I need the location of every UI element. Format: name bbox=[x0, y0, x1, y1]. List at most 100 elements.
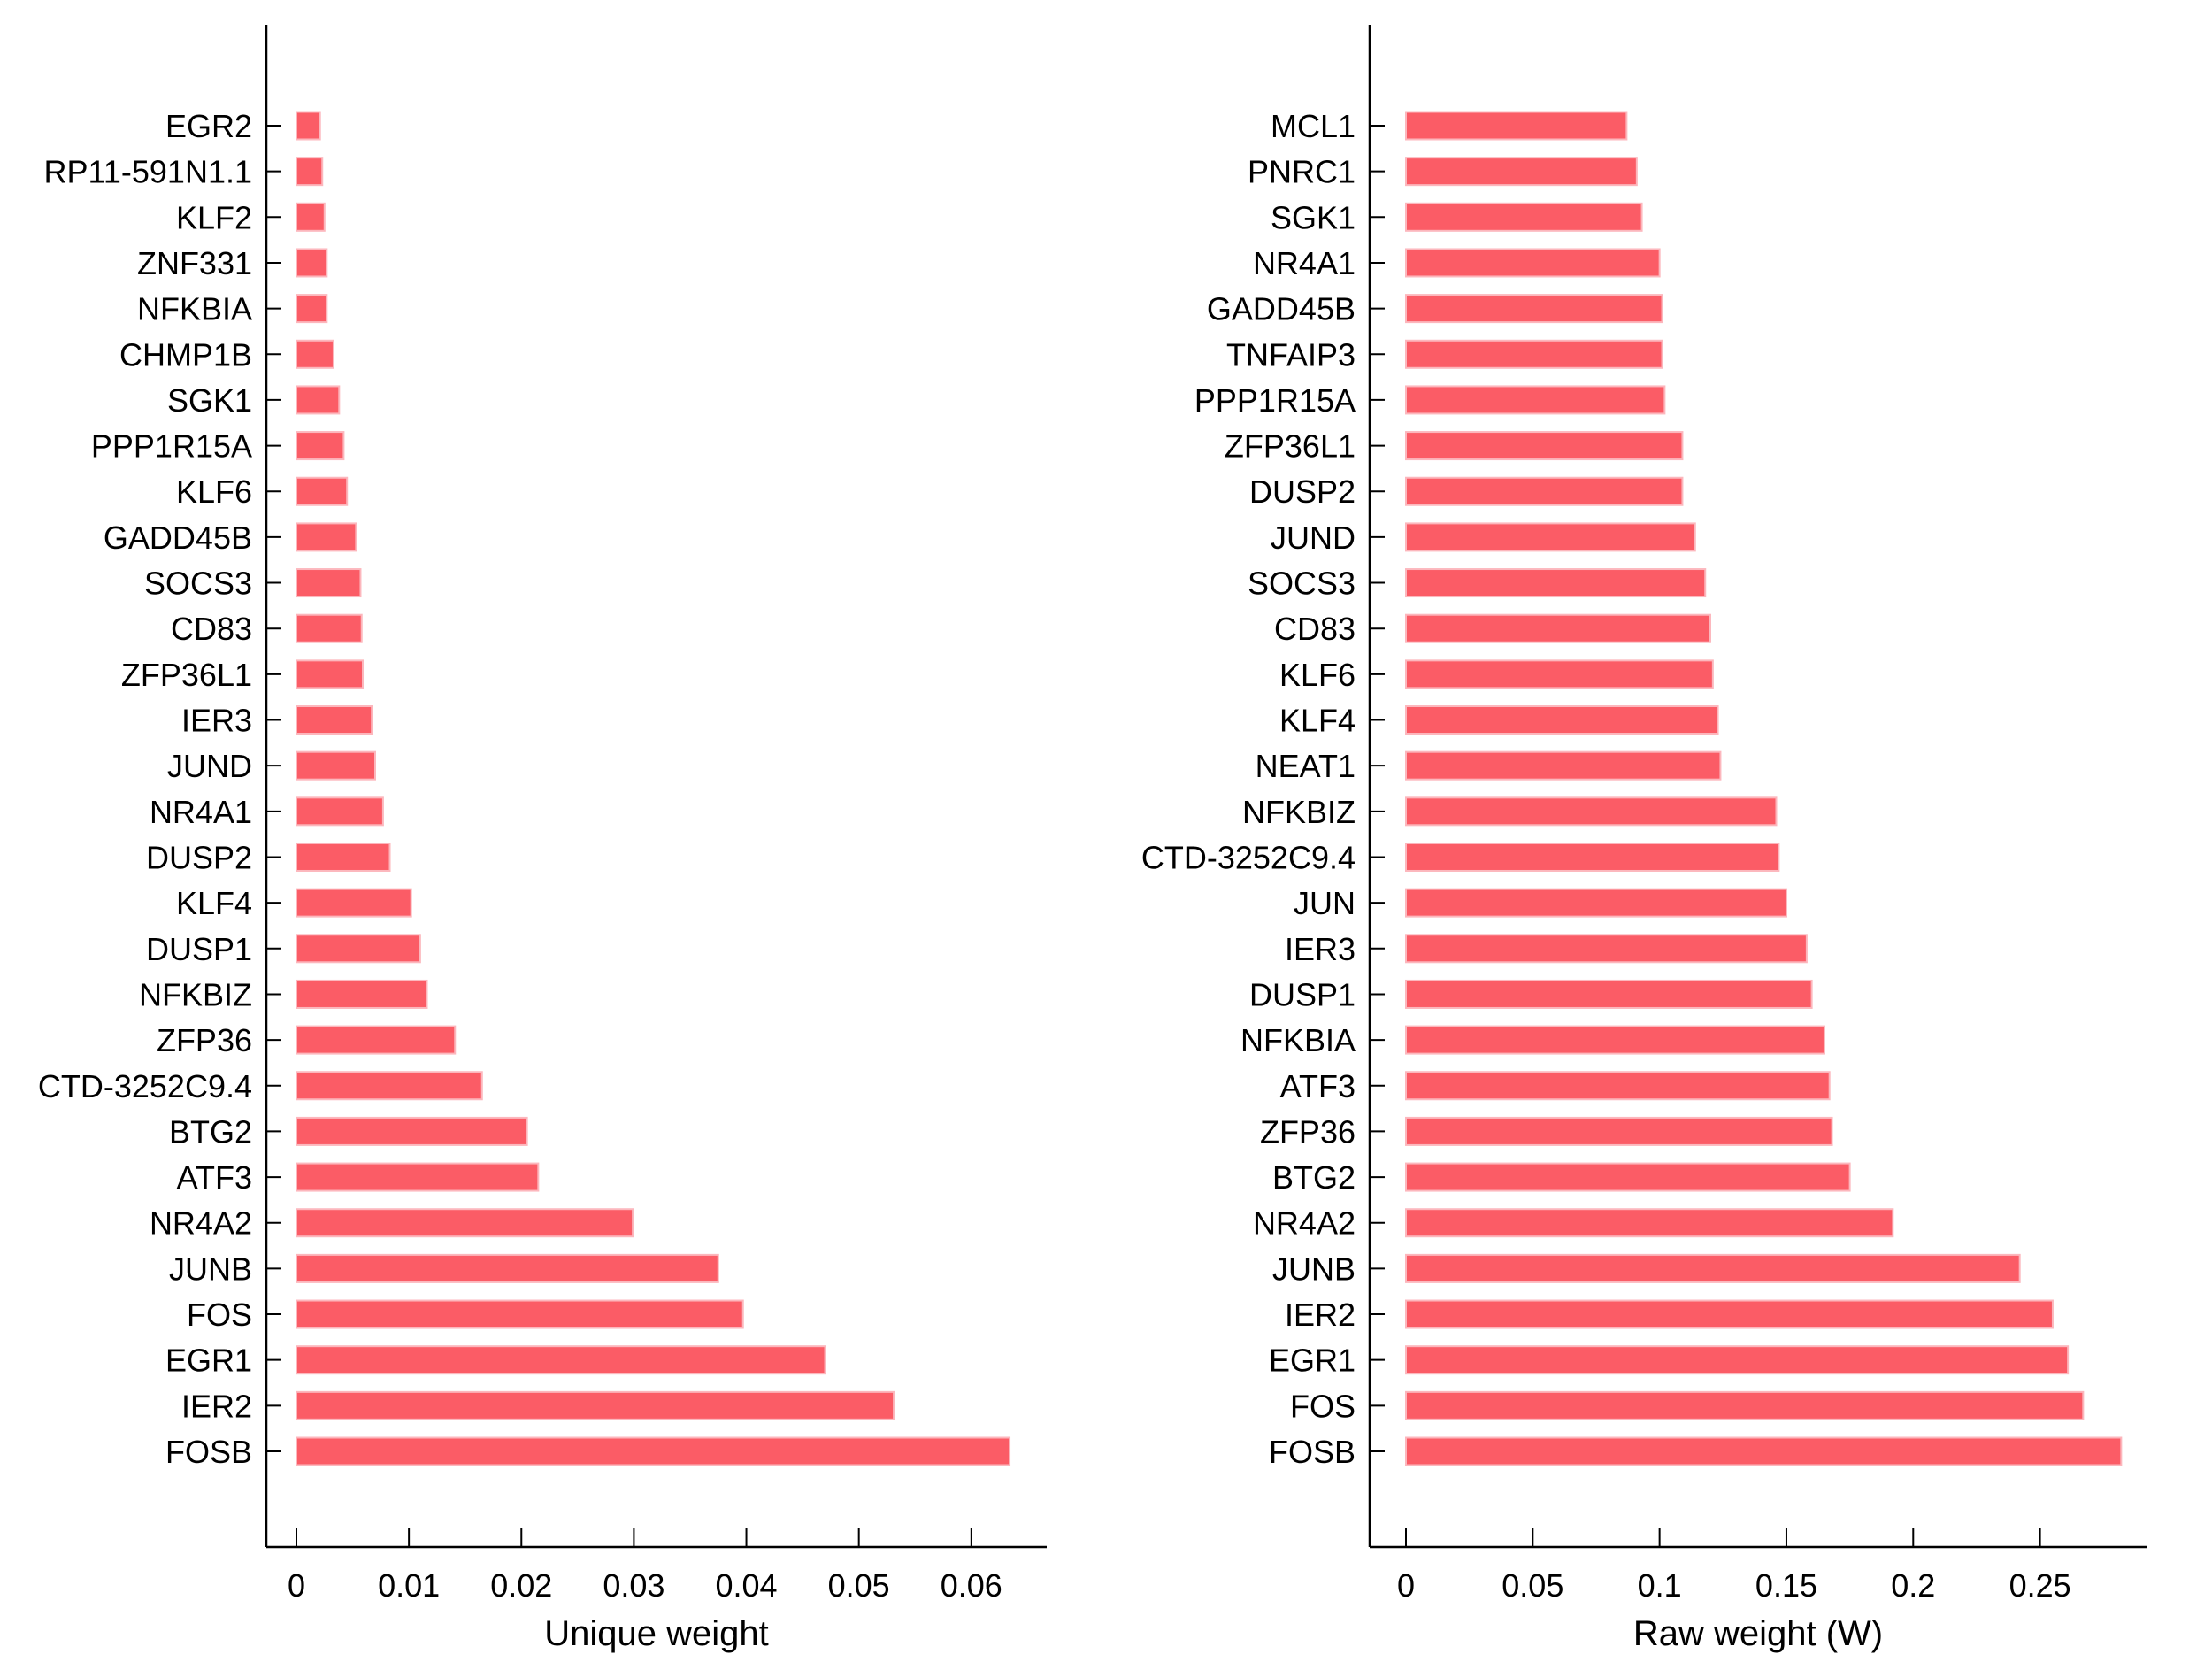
left-y-tick-label-DUSP2: DUSP2 bbox=[146, 839, 252, 875]
left-y-tick-label-ATF3: ATF3 bbox=[177, 1159, 252, 1196]
right-bar-NR4A2 bbox=[1405, 1208, 1894, 1238]
left-y-tick-label-DUSP1: DUSP1 bbox=[146, 931, 252, 967]
left-y-tick-label-NFKBIZ: NFKBIZ bbox=[139, 976, 252, 1012]
right-y-tick-label-CD83: CD83 bbox=[1274, 611, 1356, 647]
right-x-tick-label: 0 bbox=[1397, 1567, 1415, 1604]
right-bar-NFKBIZ bbox=[1405, 796, 1778, 827]
left-bar-ATF3 bbox=[296, 1162, 540, 1192]
left-y-tick-label-KLF4: KLF4 bbox=[176, 885, 252, 921]
left-bar-PPP1R15A bbox=[296, 431, 345, 461]
left-bar-KLF6 bbox=[296, 476, 349, 506]
left-y-tick-label-FOSB: FOSB bbox=[165, 1434, 252, 1470]
left-bar-FOS bbox=[296, 1299, 744, 1329]
right-bar-BTG2 bbox=[1405, 1162, 1851, 1192]
left-bar-DUSP2 bbox=[296, 842, 391, 872]
left-y-tick-label-JUND: JUND bbox=[167, 748, 252, 784]
right-y-tick-label-KLF6: KLF6 bbox=[1279, 657, 1356, 693]
right-bar-PPP1R15A bbox=[1405, 385, 1666, 415]
right-bar-SGK1 bbox=[1405, 202, 1643, 232]
right-x-tick-label: 0.05 bbox=[1502, 1567, 1563, 1604]
right-y-tick-label-ZFP36: ZFP36 bbox=[1260, 1113, 1356, 1150]
right-bar-CTD-3252C9.4 bbox=[1405, 842, 1780, 872]
left-y-tick-label-NR4A2: NR4A2 bbox=[150, 1205, 252, 1242]
right-y-tick-label-NFKBIZ: NFKBIZ bbox=[1242, 794, 1356, 830]
left-y-tick-label-SGK1: SGK1 bbox=[167, 382, 252, 419]
left-x-tick-label: 0.02 bbox=[490, 1567, 552, 1604]
left-y-tick-label-JUNB: JUNB bbox=[169, 1250, 252, 1287]
right-y-tick-label-FOS: FOS bbox=[1290, 1388, 1356, 1424]
right-y-tick-label-NEAT1: NEAT1 bbox=[1256, 748, 1356, 784]
right-bar-SOCS3 bbox=[1405, 568, 1707, 598]
left-y-tick-label-SOCS3: SOCS3 bbox=[144, 566, 252, 602]
right-bar-JUN bbox=[1405, 888, 1787, 918]
right-y-tick-label-ATF3: ATF3 bbox=[1280, 1068, 1356, 1104]
left-x-tick-label: 0.06 bbox=[941, 1567, 1002, 1604]
left-y-tick-label-CTD-3252C9.4: CTD-3252C9.4 bbox=[38, 1068, 252, 1104]
left-bar-NFKBIZ bbox=[296, 979, 428, 1009]
right-y-tick-label-IER2: IER2 bbox=[1285, 1297, 1356, 1333]
right-y-tick-label-IER3: IER3 bbox=[1285, 931, 1356, 967]
right-y-tick-label-JUN: JUN bbox=[1294, 885, 1356, 921]
right-y-tick-label-NFKBIA: NFKBIA bbox=[1240, 1022, 1356, 1058]
left-x-tick-label: 0.05 bbox=[828, 1567, 890, 1604]
right-x-tick-label: 0.25 bbox=[2009, 1567, 2071, 1604]
left-bar-JUNB bbox=[296, 1253, 719, 1283]
right-bar-DUSP2 bbox=[1405, 476, 1684, 506]
left-bar-IER2 bbox=[296, 1390, 895, 1420]
right-y-tick-label-SOCS3: SOCS3 bbox=[1248, 566, 1356, 602]
left-x-tick-label: 0 bbox=[288, 1567, 305, 1604]
right-bar-FOSB bbox=[1405, 1436, 2123, 1466]
left-bar-KLF2 bbox=[296, 202, 326, 232]
right-bar-IER3 bbox=[1405, 934, 1808, 964]
left-y-tick-label-NR4A1: NR4A1 bbox=[150, 794, 252, 830]
right-y-tick-label-KLF4: KLF4 bbox=[1279, 703, 1356, 739]
right-bar-NFKBIA bbox=[1405, 1025, 1825, 1055]
right-bar-KLF4 bbox=[1405, 705, 1719, 735]
right-y-tick-label-DUSP1: DUSP1 bbox=[1249, 976, 1356, 1012]
left-bar-ZFP36L1 bbox=[296, 659, 365, 689]
right-bar-ATF3 bbox=[1405, 1071, 1831, 1101]
right-bar-TNFAIP3 bbox=[1405, 339, 1663, 369]
left-y-tick-label-FOS: FOS bbox=[187, 1297, 252, 1333]
right-y-tick-label-ZFP36L1: ZFP36L1 bbox=[1225, 428, 1356, 465]
right-bar-JUNB bbox=[1405, 1253, 2021, 1283]
right-y-tick-label-JUNB: JUNB bbox=[1272, 1250, 1356, 1287]
left-y-tick-label-NFKBIA: NFKBIA bbox=[137, 291, 252, 327]
right-y-tick-label-TNFAIP3: TNFAIP3 bbox=[1226, 336, 1356, 373]
left-x-tick-label: 0.01 bbox=[378, 1567, 440, 1604]
left-y-tick-label-PPP1R15A: PPP1R15A bbox=[91, 428, 252, 465]
left-y-tick-label-EGR1: EGR1 bbox=[165, 1343, 252, 1379]
left-y-tick-label-GADD45B: GADD45B bbox=[104, 519, 252, 556]
right-bar-NR4A1 bbox=[1405, 248, 1661, 278]
left-bar-KLF4 bbox=[296, 888, 412, 918]
right-bar-MCL1 bbox=[1405, 111, 1628, 141]
left-bar-JUND bbox=[296, 750, 376, 781]
left-bar-CTD-3252C9.4 bbox=[296, 1071, 483, 1101]
right-y-tick-label-JUND: JUND bbox=[1271, 519, 1356, 556]
left-y-tick-label-EGR2: EGR2 bbox=[165, 108, 252, 144]
left-bar-GADD45B bbox=[296, 522, 357, 552]
right-bar-GADD45B bbox=[1405, 294, 1663, 324]
right-y-tick-label-CTD-3252C9.4: CTD-3252C9.4 bbox=[1141, 839, 1356, 875]
left-bar-SGK1 bbox=[296, 385, 341, 415]
right-bar-KLF6 bbox=[1405, 659, 1714, 689]
left-bar-RP11-591N1.1 bbox=[296, 157, 324, 187]
left-y-tick-label-RP11-591N1.1: RP11-591N1.1 bbox=[44, 154, 252, 190]
left-y-tick-label-KLF6: KLF6 bbox=[176, 473, 252, 510]
left-y-tick-label-ZNF331: ZNF331 bbox=[137, 245, 252, 281]
left-y-tick-label-ZFP36L1: ZFP36L1 bbox=[121, 657, 252, 693]
right-bar-EGR1 bbox=[1405, 1345, 2070, 1375]
right-y-tick-label-PNRC1: PNRC1 bbox=[1248, 154, 1356, 190]
left-bar-IER3 bbox=[296, 705, 373, 735]
left-bar-DUSP1 bbox=[296, 934, 421, 964]
left-bar-ZNF331 bbox=[296, 248, 328, 278]
left-bar-NFKBIA bbox=[296, 294, 328, 324]
left-bar-EGR2 bbox=[296, 111, 321, 141]
right-bar-DUSP1 bbox=[1405, 979, 1813, 1009]
right-bar-NEAT1 bbox=[1405, 750, 1722, 781]
right-y-tick-label-DUSP2: DUSP2 bbox=[1249, 473, 1356, 510]
left-bar-ZFP36 bbox=[296, 1025, 457, 1055]
right-bar-ZFP36 bbox=[1405, 1116, 1833, 1146]
